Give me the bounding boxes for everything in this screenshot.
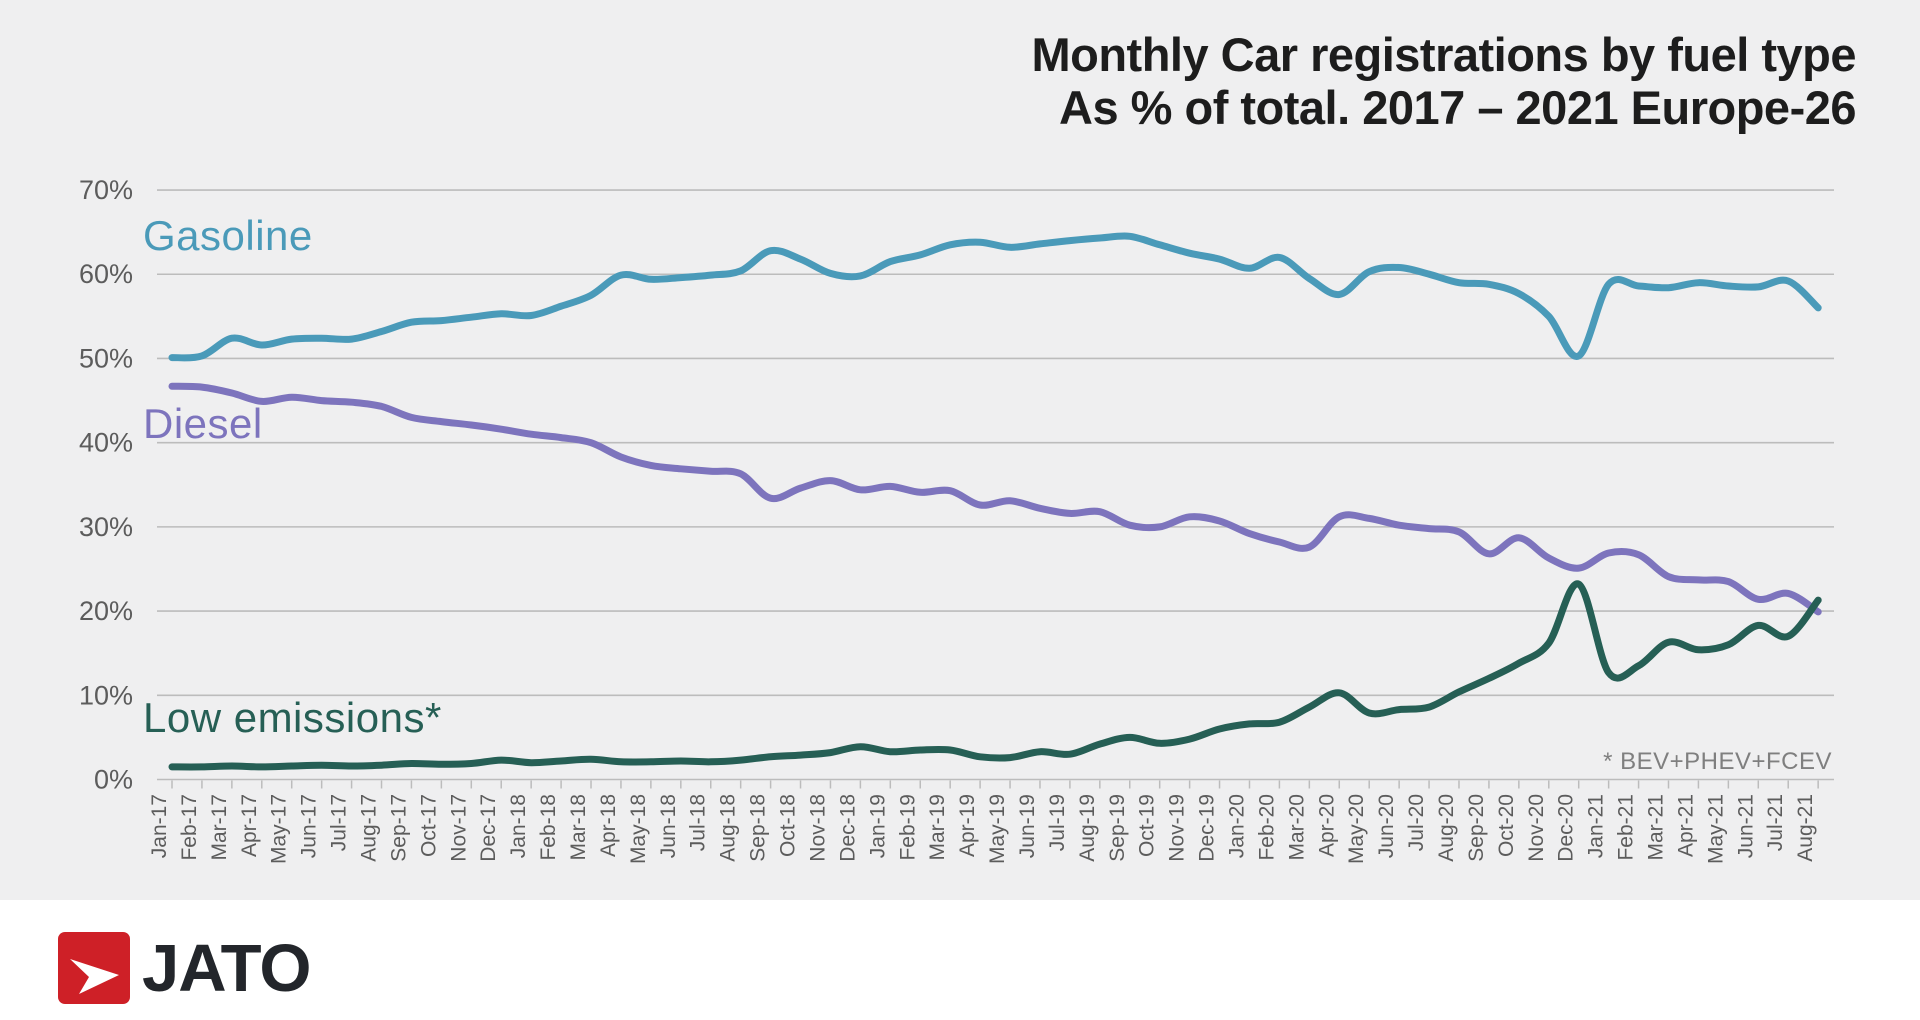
x-tick-label: Jun-20 bbox=[1375, 794, 1398, 858]
x-tick-label: Feb-17 bbox=[178, 794, 201, 861]
x-tick-label: May-19 bbox=[986, 794, 1009, 864]
x-tick-label: May-21 bbox=[1704, 794, 1727, 864]
x-tick-label: Jan-20 bbox=[1225, 794, 1248, 858]
series-label-gasoline: Gasoline bbox=[143, 212, 313, 259]
y-tick-label: 40% bbox=[79, 428, 133, 458]
x-tick-label: Aug-20 bbox=[1435, 794, 1458, 862]
x-tick-label: Mar-19 bbox=[926, 794, 949, 861]
y-tick-label: 50% bbox=[79, 343, 133, 373]
x-tick-label: Nov-20 bbox=[1525, 794, 1548, 862]
x-tick-label: Mar-21 bbox=[1645, 794, 1668, 861]
x-tick-label: May-20 bbox=[1345, 794, 1368, 864]
chart-title: Monthly Car registrations by fuel type A… bbox=[1031, 28, 1856, 134]
x-tick-label: Apr-20 bbox=[1315, 794, 1338, 857]
x-tick-label: Jan-17 bbox=[148, 794, 171, 858]
x-tick-label: Aug-19 bbox=[1076, 794, 1099, 862]
x-tick-label: Nov-17 bbox=[447, 794, 470, 862]
x-tick-label: Mar-20 bbox=[1285, 794, 1308, 861]
x-tick-label: Nov-19 bbox=[1166, 794, 1189, 862]
series-label-low-emissions: Low emissions* bbox=[143, 694, 442, 741]
x-tick-label: Apr-19 bbox=[956, 794, 979, 857]
x-tick-label: Sep-19 bbox=[1106, 794, 1129, 862]
gridlines bbox=[157, 189, 1834, 781]
x-tick-label: Sep-18 bbox=[747, 794, 770, 862]
x-tick-label: Jan-21 bbox=[1585, 794, 1608, 858]
x-axis-labels: Jan-17 Feb-17 Mar-17 Apr-17 May-17 Jun-17 Jul-… bbox=[148, 794, 1817, 864]
x-tick-label: Feb-20 bbox=[1255, 794, 1278, 861]
x-tick-label: Jan-18 bbox=[507, 794, 530, 858]
series-line-diesel bbox=[168, 382, 1822, 616]
x-tick-label: Jul-20 bbox=[1405, 794, 1428, 851]
y-tick-label: 10% bbox=[79, 680, 133, 710]
x-tick-label: Oct-20 bbox=[1495, 794, 1518, 857]
x-tick-label: Dec-20 bbox=[1555, 794, 1578, 862]
series-label-diesel: Diesel bbox=[143, 400, 263, 447]
chart-title-line1: Monthly Car registrations by fuel type bbox=[1031, 28, 1856, 81]
chart-footnote: * BEV+PHEV+FCEV bbox=[1603, 748, 1832, 775]
x-tick-label: Jan-19 bbox=[866, 794, 889, 858]
series-line-low-emissions bbox=[168, 580, 1822, 771]
x-tick-label: Jul-21 bbox=[1764, 794, 1787, 851]
x-tick-label: Apr-17 bbox=[238, 794, 261, 857]
y-tick-label: 30% bbox=[79, 512, 133, 542]
x-tick-label: Feb-19 bbox=[896, 794, 919, 861]
x-axis-ticks bbox=[171, 780, 1819, 789]
x-tick-label: Jul-17 bbox=[328, 794, 351, 851]
jato-logo-icon bbox=[58, 932, 130, 1004]
y-tick-label: 60% bbox=[79, 259, 133, 289]
y-tick-label: 20% bbox=[79, 596, 133, 626]
x-tick-label: Jun-19 bbox=[1016, 794, 1039, 858]
x-tick-label: May-18 bbox=[627, 794, 650, 864]
x-tick-label: Dec-17 bbox=[477, 794, 500, 862]
x-tick-label: Jun-18 bbox=[657, 794, 680, 858]
x-tick-label: Feb-21 bbox=[1615, 794, 1638, 861]
y-axis-labels: 0% 10% 20% 30% 40% 50% 60% 70% bbox=[79, 175, 133, 794]
x-tick-label: Mar-17 bbox=[208, 794, 231, 861]
x-tick-label: Aug-17 bbox=[358, 794, 381, 862]
x-tick-label: Dec-18 bbox=[836, 794, 859, 862]
x-tick-label: Apr-18 bbox=[597, 794, 620, 857]
y-tick-label: 70% bbox=[79, 175, 133, 205]
x-tick-label: Sep-17 bbox=[387, 794, 410, 862]
x-tick-label: May-17 bbox=[268, 794, 291, 864]
x-tick-label: Oct-17 bbox=[417, 794, 440, 857]
y-tick-label: 0% bbox=[94, 765, 133, 795]
x-tick-label: Jul-18 bbox=[687, 794, 710, 851]
x-tick-label: Jul-19 bbox=[1046, 794, 1069, 851]
x-tick-label: Oct-18 bbox=[777, 794, 800, 857]
jato-logo-text: JATO bbox=[142, 930, 312, 1006]
x-tick-label: Oct-19 bbox=[1136, 794, 1159, 857]
series-line-gasoline bbox=[168, 232, 1822, 362]
x-tick-label: Sep-20 bbox=[1465, 794, 1488, 862]
x-tick-label: Jun-21 bbox=[1734, 794, 1757, 858]
x-tick-label: Dec-19 bbox=[1196, 794, 1219, 862]
x-tick-label: Jun-17 bbox=[298, 794, 321, 858]
x-tick-label: Aug-21 bbox=[1794, 794, 1817, 862]
x-tick-label: Apr-21 bbox=[1674, 794, 1697, 857]
chart-title-line2: As % of total. 2017 – 2021 Europe-26 bbox=[1059, 81, 1856, 135]
x-tick-label: Aug-18 bbox=[717, 794, 740, 862]
x-tick-label: Feb-18 bbox=[537, 794, 560, 861]
jato-logo: JATO bbox=[58, 930, 312, 1006]
x-tick-label: Nov-18 bbox=[806, 794, 829, 862]
x-tick-label: Mar-18 bbox=[567, 794, 590, 861]
